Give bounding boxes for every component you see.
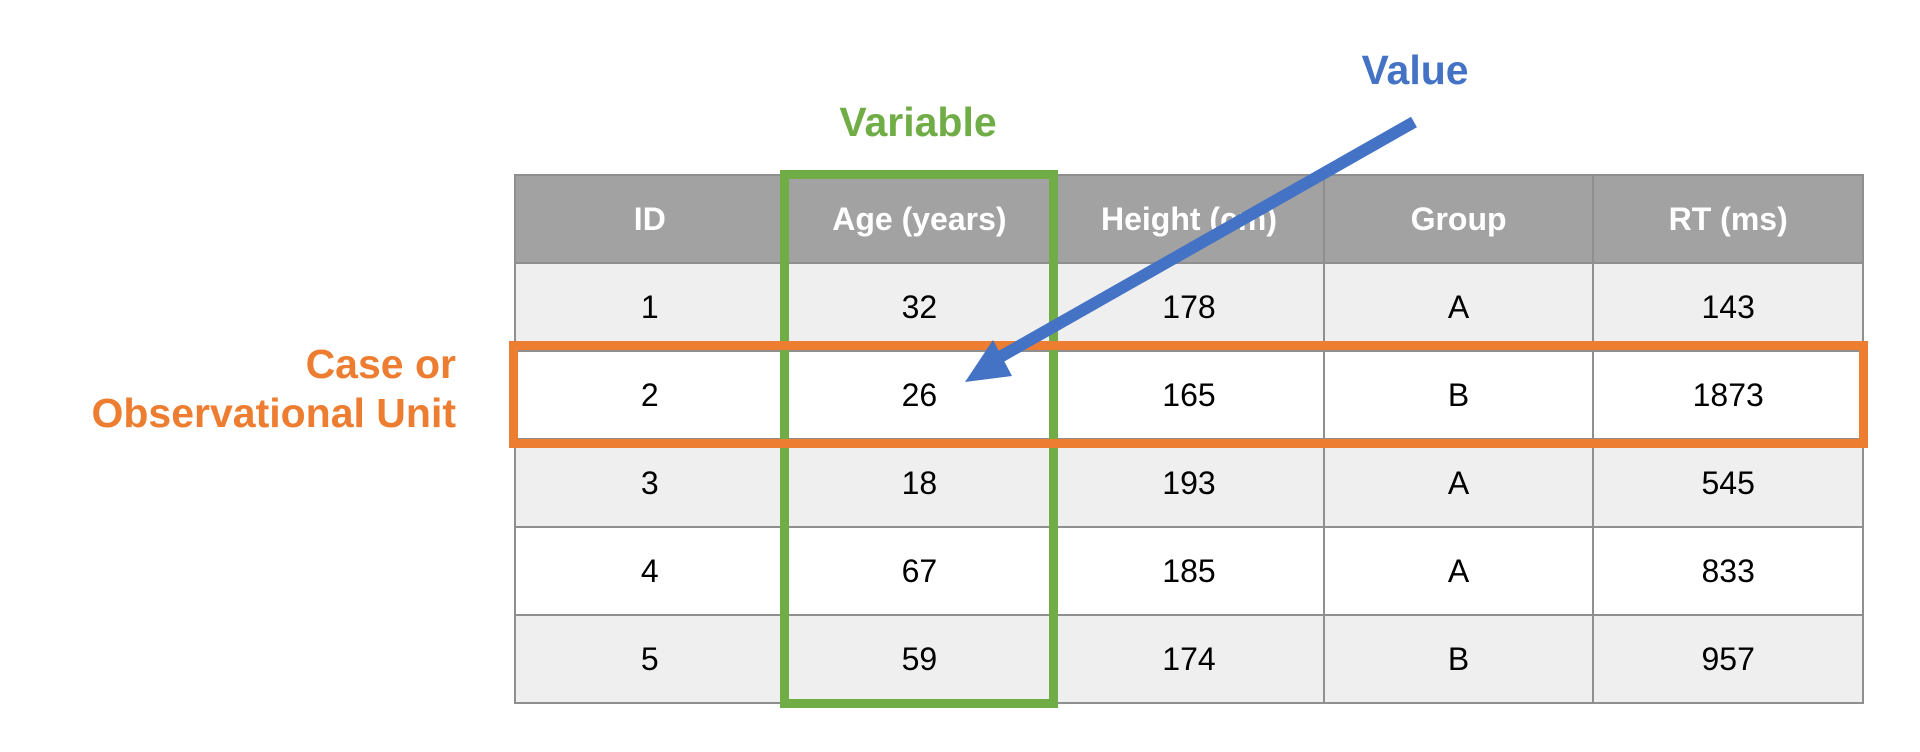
table-header-row: ID Age (years) Height (cm) Group RT (ms): [514, 174, 1864, 264]
table-cell: 193: [1053, 438, 1325, 528]
table-cell: 32: [783, 262, 1056, 352]
table-row: 3 18 193 A 545: [514, 438, 1864, 528]
table-row: 1 32 178 A 143: [514, 262, 1864, 352]
case-label: Case or Observational Unit: [91, 340, 456, 438]
table-cell: 545: [1592, 438, 1864, 528]
data-table: ID Age (years) Height (cm) Group RT (ms)…: [514, 174, 1864, 704]
table-cell: A: [1322, 262, 1595, 352]
table-row: 4 67 185 A 833: [514, 526, 1864, 616]
table-cell: B: [1322, 614, 1595, 704]
case-label-line-1: Case or: [305, 341, 456, 387]
header-rt: RT (ms): [1592, 174, 1864, 264]
variable-label: Variable: [839, 99, 997, 145]
table-cell: 26: [783, 350, 1056, 440]
table-cell: A: [1322, 438, 1595, 528]
table-cell: 143: [1592, 262, 1864, 352]
header-group: Group: [1322, 174, 1595, 264]
table-cell: 178: [1053, 262, 1325, 352]
case-label-line-2: Observational Unit: [91, 390, 456, 437]
table-cell: 4: [514, 526, 786, 616]
header-age: Age (years): [783, 174, 1056, 264]
table-cell: 833: [1592, 526, 1864, 616]
table-cell: 59: [783, 614, 1056, 704]
table-row: 2 26 165 B 1873: [514, 350, 1864, 440]
table-cell: 3: [514, 438, 786, 528]
value-label: Value: [1361, 47, 1469, 93]
table-cell: 1: [514, 262, 786, 352]
table-cell: 67: [783, 526, 1056, 616]
table-row: 5 59 174 B 957: [514, 614, 1864, 704]
table-cell: 185: [1053, 526, 1325, 616]
header-height: Height (cm): [1053, 174, 1325, 264]
table-cell: 18: [783, 438, 1056, 528]
table-cell: 165: [1053, 350, 1325, 440]
table-cell: A: [1322, 526, 1595, 616]
table-cell: 2: [514, 350, 786, 440]
table-cell: 1873: [1592, 350, 1864, 440]
table-cell: 957: [1592, 614, 1864, 704]
table-cell: 5: [514, 614, 786, 704]
table-cell: B: [1322, 350, 1595, 440]
table-cell: 174: [1053, 614, 1325, 704]
header-id: ID: [514, 174, 786, 264]
